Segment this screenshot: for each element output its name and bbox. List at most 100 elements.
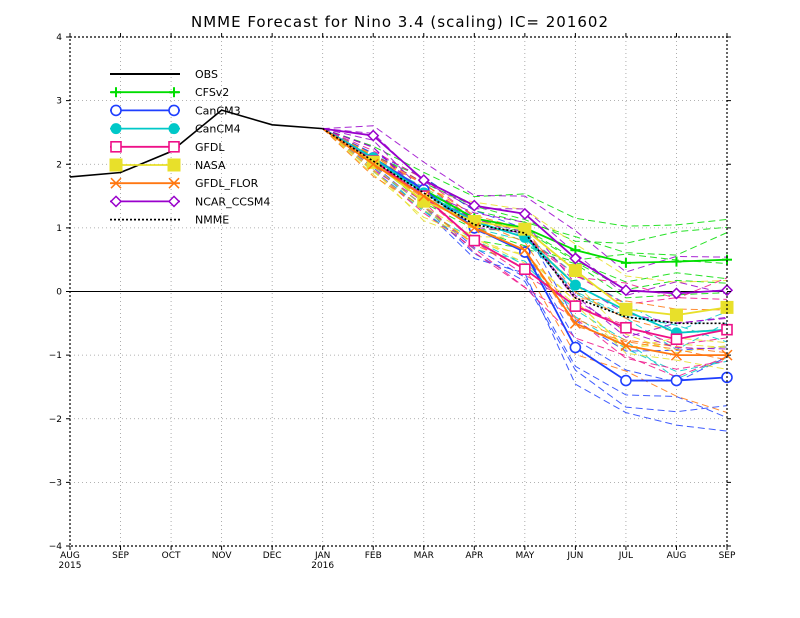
series-marker: [720, 284, 734, 297]
x-tick-label: DEC: [263, 551, 282, 561]
legend-entry: CFSv2: [110, 86, 229, 99]
series-marker: [367, 129, 380, 142]
legend-label: GFDL: [195, 141, 225, 154]
x-tick-label: JAN: [314, 551, 330, 561]
y-tick-label: 0: [56, 288, 62, 298]
series-line-nmme: [322, 127, 727, 325]
series-marker: [468, 234, 481, 247]
ensemble-member-line: [322, 128, 728, 311]
legend-label: GFDL_FLOR: [195, 177, 259, 190]
series-marker: [468, 222, 480, 234]
legend-entry: OBS: [110, 68, 218, 81]
series-marker: [720, 300, 734, 314]
ensemble-member-line: [322, 128, 728, 297]
x-tick-label: AUG: [60, 551, 80, 561]
series-marker: [109, 158, 123, 172]
ensemble-member-line: [322, 128, 728, 227]
y-tick-label: −4: [49, 542, 63, 552]
x-tick-label: OCT: [162, 551, 181, 561]
legend-entry: CanCM4: [110, 123, 241, 136]
chart-title: NMME Forecast for Nino 3.4 (scaling) IC=…: [191, 13, 609, 31]
series-marker: [417, 174, 430, 187]
y-tick-label: 3: [56, 97, 62, 107]
ensemble-member-line: [322, 128, 728, 373]
legend-entry: NCAR_CCSM4: [109, 195, 270, 208]
series-marker: [110, 104, 122, 117]
legend-entry: NMME: [110, 214, 229, 227]
series-marker: [168, 123, 180, 135]
ensemble-member-line: [322, 128, 728, 370]
ensemble-member-line: [322, 128, 728, 419]
legend-label: CanCM3: [195, 104, 241, 117]
series-marker: [367, 158, 379, 170]
x-tick-label: SEP: [719, 551, 736, 561]
series-marker: [569, 279, 581, 291]
series-marker: [569, 300, 582, 312]
x-tick-label: APR: [465, 551, 483, 561]
series-marker: [518, 222, 532, 236]
x-tick-label: MAY: [515, 551, 534, 561]
series-marker: [519, 244, 531, 256]
series-marker: [569, 317, 581, 329]
series-marker: [569, 341, 582, 354]
series-marker: [168, 104, 180, 117]
series-marker: [569, 252, 582, 265]
series-marker: [619, 284, 632, 297]
legend: OBS CFSv2 CanCM3 CanCM4 GFDL NASA GFDL_FLOR NCA…: [109, 68, 270, 227]
ensemble-member-line: [322, 128, 728, 432]
legend-label: CFSv2: [195, 86, 229, 99]
axes-layer: −4 −3 −2 −1 0 1 2 3 4 AUG SEP OCT NOV DEC JAN FEB MAR APR…: [49, 33, 736, 571]
series-marker: [670, 333, 683, 346]
y-tick-label: −2: [49, 415, 62, 425]
series-marker: [620, 321, 632, 334]
x-year-label: 2016: [311, 561, 334, 571]
ensemble-member-line: [322, 128, 728, 324]
series-marker: [620, 374, 632, 387]
series-marker: [169, 87, 179, 98]
ensemble-member-line: [322, 128, 728, 370]
series-marker: [670, 374, 683, 387]
x-tick-label: JUL: [618, 551, 633, 561]
legend-entry: NASA: [109, 158, 226, 172]
legend-label: NCAR_CCSM4: [195, 195, 270, 208]
series-marker: [468, 199, 481, 212]
x-tick-label: NOV: [212, 551, 233, 561]
series-marker: [519, 263, 531, 276]
y-tick-label: −1: [49, 351, 62, 361]
series-marker: [620, 340, 632, 352]
series-marker: [518, 207, 531, 220]
series-marker: [418, 190, 430, 202]
y-tick-label: 4: [56, 33, 62, 43]
legend-entry: GFDL_FLOR: [110, 177, 259, 190]
series-layer: [69, 109, 734, 387]
ensemble-member-line: [322, 128, 728, 256]
series-marker: [111, 87, 121, 98]
ensemble-member-line: [322, 128, 728, 413]
x-tick-label: AUG: [667, 551, 687, 561]
series-marker: [168, 141, 180, 153]
series-marker: [620, 257, 631, 268]
series-marker: [110, 177, 122, 189]
legend-label: NMME: [195, 214, 229, 227]
series-marker: [670, 349, 682, 361]
legend-label: CanCM4: [195, 123, 241, 136]
legend-label: OBS: [195, 68, 218, 81]
legend-entry: CanCM3: [110, 104, 241, 117]
x-tick-label: MAR: [414, 551, 434, 561]
series-marker: [568, 264, 582, 278]
grid-layer: [70, 37, 727, 546]
x-year-label: 2015: [59, 561, 82, 571]
y-tick-label: 1: [56, 224, 62, 234]
series-marker: [670, 287, 683, 300]
series-marker: [109, 195, 123, 208]
x-tick-label: JUN: [566, 551, 583, 561]
series-marker: [110, 141, 122, 153]
series-marker: [168, 177, 180, 189]
series-marker: [671, 256, 682, 267]
series-marker: [110, 123, 122, 135]
legend-entry: GFDL: [110, 141, 225, 154]
series-line-obs: [69, 109, 323, 178]
series-marker: [167, 195, 181, 208]
legend-label: NASA: [195, 159, 226, 172]
